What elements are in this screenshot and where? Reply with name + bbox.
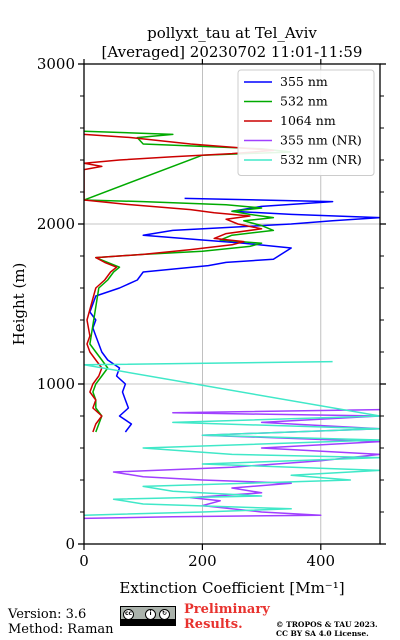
x-axis: 0 200 400 xyxy=(79,59,335,570)
series-line-2 xyxy=(84,133,275,433)
chart-title: pollyxt_tau at Tel_Aviv xyxy=(147,24,317,42)
preliminary-line1: Preliminary xyxy=(184,602,270,617)
method-text: Method: Raman xyxy=(8,622,114,637)
series-line-4 xyxy=(84,360,380,516)
y-axis-label: Height (m) xyxy=(10,263,28,346)
copyright-line1: © TROPOS & TAU 2023. xyxy=(276,620,378,629)
legend-box xyxy=(237,69,375,176)
legend-label-1: 532 nm xyxy=(280,94,328,109)
chart-subtitle: [Averaged] 20230702 11:01-11:59 xyxy=(102,43,363,61)
y-tick-label-0: 0 xyxy=(65,535,75,553)
legend: 355 nm 532 nm 1064 nm 355 nm (NR) 532 nm (NR… xyxy=(237,69,375,176)
legend-label-3: 355 nm (NR) xyxy=(280,133,362,148)
x-tick-label-0: 0 xyxy=(79,552,89,570)
copyright-notice: © TROPOS & TAU 2023. CC BY SA 4.0 Licens… xyxy=(276,620,378,638)
y-axis: 0 1000 2000 3000 xyxy=(37,55,386,553)
series-lines xyxy=(84,130,380,520)
legend-label-2: 1064 nm xyxy=(280,113,336,128)
copyright-line2: CC BY SA 4.0 License. xyxy=(276,629,369,638)
x-tick-label-1: 200 xyxy=(188,552,217,570)
preliminary-notice: Preliminary Results. xyxy=(184,602,270,632)
plot-frame xyxy=(83,63,381,545)
legend-label-0: 355 nm xyxy=(280,74,328,89)
chart: pollyxt_tau at Tel_Aviv [Averaged] 20230… xyxy=(10,24,386,597)
legend-label-4: 532 nm (NR) xyxy=(280,152,362,167)
y-tick-label-2: 2000 xyxy=(37,215,75,233)
preliminary-line2: Results. xyxy=(184,617,243,632)
x-tick-label-2: 400 xyxy=(306,552,335,570)
cc-license-icon: cc i ↻ xyxy=(120,606,176,626)
series-line-1 xyxy=(84,130,292,433)
x-axis-label: Extinction Coefficient [Mm⁻¹] xyxy=(119,579,344,597)
version-text: Version: 3.6 xyxy=(8,607,87,622)
series-line-0 xyxy=(89,197,380,433)
y-tick-label-1: 1000 xyxy=(37,375,75,393)
y-tick-label-3: 3000 xyxy=(37,55,75,73)
